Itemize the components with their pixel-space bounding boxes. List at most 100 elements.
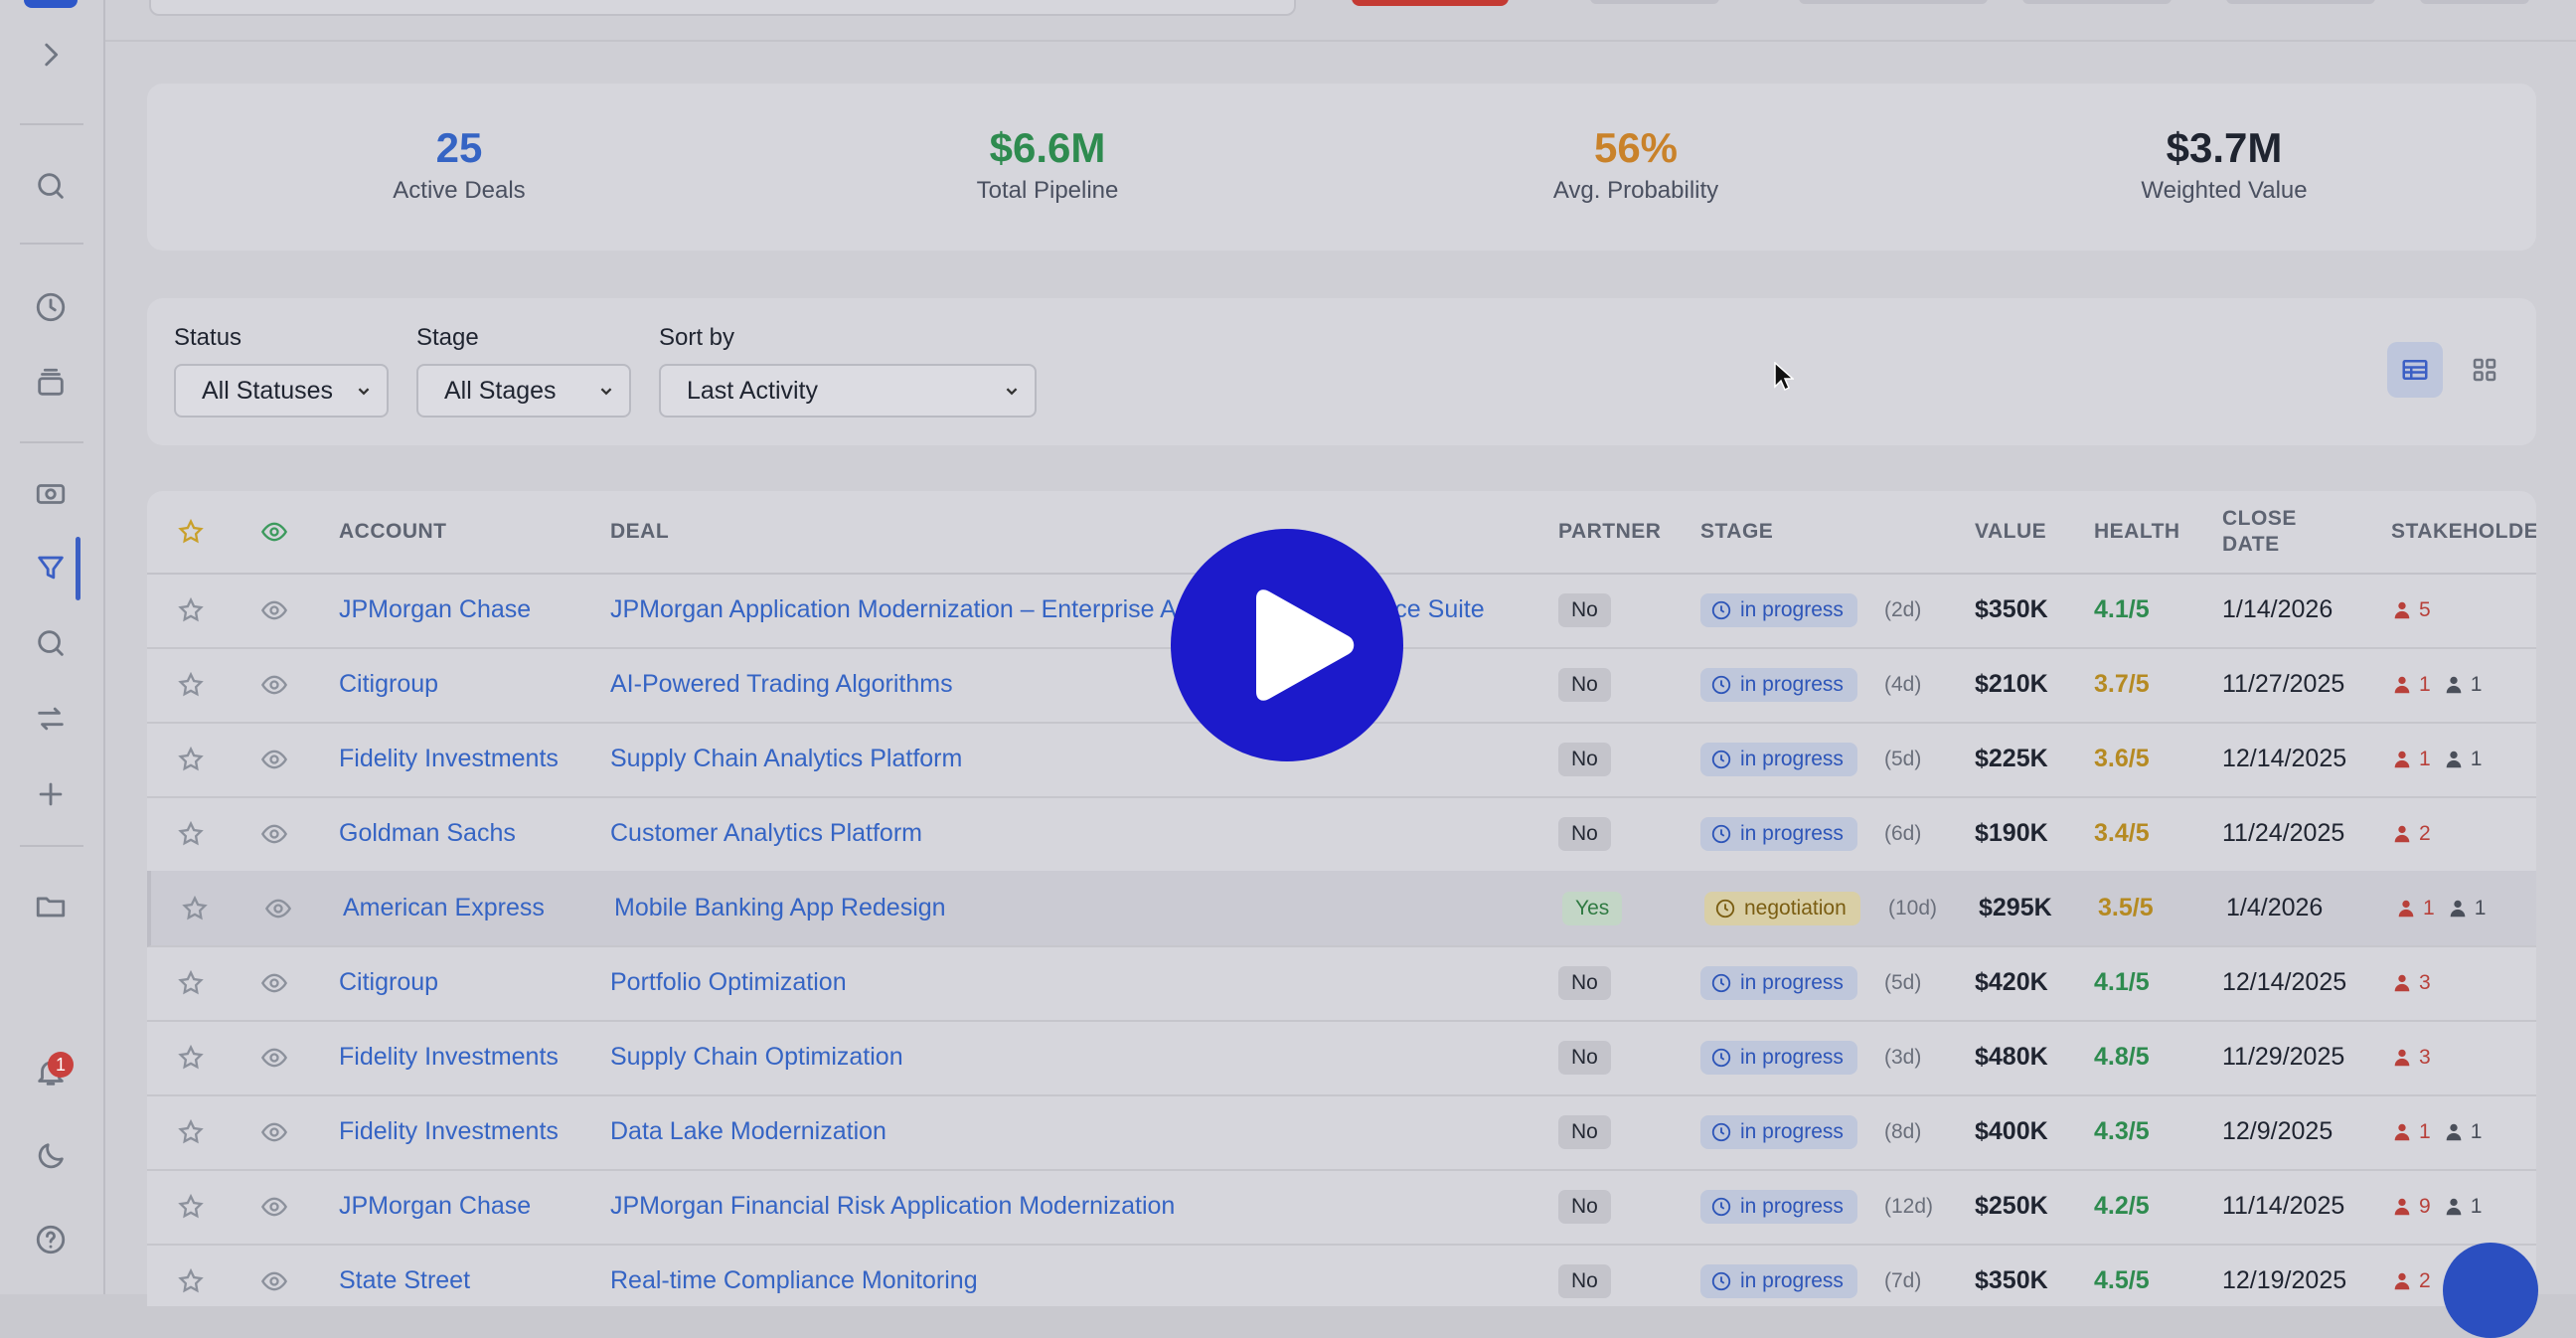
account-link[interactable]: JPMorgan Chase <box>339 1192 532 1220</box>
global-search-bar[interactable] <box>149 0 1296 16</box>
top-tab[interactable] <box>1590 0 1719 4</box>
stakeholders[interactable]: 3 <box>2391 1020 2431 1094</box>
transfer-icon[interactable] <box>30 698 72 740</box>
stage-select[interactable]: All Stages <box>416 364 631 418</box>
stage-days: (7d) <box>1884 1268 1922 1292</box>
search-icon[interactable] <box>30 165 72 207</box>
deal-link[interactable]: Data Lake Modernization <box>610 1117 886 1145</box>
table-row[interactable]: State Street Real-time Compliance Monito… <box>147 1244 2536 1306</box>
primary-action-button[interactable] <box>1352 0 1509 6</box>
funnel-icon[interactable] <box>30 547 72 588</box>
plus-icon[interactable] <box>30 773 72 815</box>
search-icon[interactable] <box>30 622 72 664</box>
account-link[interactable]: Citigroup <box>339 670 439 698</box>
star-icon[interactable] <box>177 647 205 722</box>
table-row[interactable]: Fidelity Investments Supply Chain Analyt… <box>147 722 2536 798</box>
account-link[interactable]: Goldman Sachs <box>339 819 516 847</box>
clock-icon[interactable] <box>30 286 72 328</box>
inbox-icon[interactable] <box>30 362 72 404</box>
account-link[interactable]: JPMorgan Chase <box>339 595 532 623</box>
eye-icon[interactable] <box>260 1169 288 1244</box>
star-icon[interactable] <box>177 1020 205 1094</box>
deal-link[interactable]: Customer Analytics Platform <box>610 819 922 847</box>
deal-link[interactable]: Portfolio Optimization <box>610 968 847 996</box>
moon-icon[interactable] <box>30 1135 72 1177</box>
video-play-button[interactable] <box>1171 529 1403 761</box>
eye-icon[interactable] <box>260 647 288 722</box>
header-health[interactable]: HEALTH <box>2094 520 2180 543</box>
clock-icon <box>1710 1196 1732 1218</box>
account-link[interactable]: Fidelity Investments <box>339 1117 559 1145</box>
help-icon[interactable] <box>30 1219 72 1260</box>
star-icon[interactable] <box>177 1169 205 1244</box>
eye-icon[interactable] <box>260 945 288 1020</box>
table-row[interactable]: Citigroup Portfolio Optimization No in p… <box>147 945 2536 1022</box>
top-tab[interactable] <box>2022 0 2172 4</box>
star-icon[interactable] <box>177 1094 205 1169</box>
table-row[interactable]: Fidelity Investments Data Lake Moderniza… <box>147 1094 2536 1171</box>
account-link[interactable]: Fidelity Investments <box>339 745 559 772</box>
header-close-date[interactable]: CLOSE DATE <box>2222 491 2297 573</box>
status-select[interactable]: All Statuses <box>174 364 389 418</box>
stakeholders[interactable]: 5 <box>2391 573 2431 647</box>
sort-select[interactable]: Last Activity <box>659 364 1037 418</box>
stakeholders[interactable]: 3 <box>2391 945 2431 1020</box>
close-date: 11/24/2025 <box>2222 819 2345 847</box>
eye-icon[interactable] <box>264 871 292 945</box>
top-tab[interactable] <box>2226 0 2375 4</box>
top-tab[interactable] <box>1799 0 1988 4</box>
account-link[interactable]: Fidelity Investments <box>339 1043 559 1071</box>
header-partner[interactable]: PARTNER <box>1558 520 1662 543</box>
stakeholders[interactable]: 2 <box>2391 796 2431 871</box>
deal-link[interactable]: Supply Chain Optimization <box>610 1043 903 1071</box>
eye-icon[interactable] <box>260 1094 288 1169</box>
star-icon[interactable] <box>177 945 205 1020</box>
account-link[interactable]: American Express <box>343 894 545 921</box>
star-icon[interactable] <box>177 1244 205 1306</box>
chat-fab-button[interactable] <box>2443 1243 2538 1338</box>
eye-column-icon[interactable] <box>260 491 288 573</box>
deal-link[interactable]: Real-time Compliance Monitoring <box>610 1266 978 1294</box>
table-view-button[interactable] <box>2387 342 2443 398</box>
close-date: 1/14/2026 <box>2222 595 2334 623</box>
folder-icon[interactable] <box>30 885 72 926</box>
eye-icon[interactable] <box>260 722 288 796</box>
table-row[interactable]: American Express Mobile Banking App Rede… <box>147 871 2536 947</box>
table-row[interactable]: JPMorgan Chase JPMorgan Financial Risk A… <box>147 1169 2536 1246</box>
deal-link[interactable]: AI-Powered Trading Algorithms <box>610 670 953 698</box>
deal-link[interactable]: Supply Chain Analytics Platform <box>610 745 963 772</box>
chevron-right-icon[interactable] <box>30 34 72 76</box>
money-icon[interactable] <box>30 473 72 515</box>
star-icon[interactable] <box>177 722 205 796</box>
clock-icon <box>1710 1270 1732 1292</box>
star-icon[interactable] <box>181 871 209 945</box>
eye-icon[interactable] <box>260 573 288 647</box>
eye-icon[interactable] <box>260 1020 288 1094</box>
top-tab[interactable] <box>2420 0 2529 4</box>
star-icon[interactable] <box>177 573 205 647</box>
table-row[interactable]: Goldman Sachs Customer Analytics Platfor… <box>147 796 2536 873</box>
table-row[interactable]: Fidelity Investments Supply Chain Optimi… <box>147 1020 2536 1096</box>
app-logo[interactable] <box>24 0 78 8</box>
deal-link[interactable]: JPMorgan Financial Risk Application Mode… <box>610 1192 1176 1220</box>
header-deal[interactable]: DEAL <box>610 520 670 543</box>
header-value[interactable]: VALUE <box>1975 520 2047 543</box>
stakeholder-count: 1 <box>2470 672 2483 696</box>
grid-view-button[interactable] <box>2457 342 2512 398</box>
deal-link[interactable]: Mobile Banking App Redesign <box>614 894 946 921</box>
eye-icon[interactable] <box>260 1244 288 1306</box>
star-column-icon[interactable] <box>177 491 205 573</box>
account-link[interactable]: State Street <box>339 1266 471 1294</box>
eye-icon[interactable] <box>260 796 288 871</box>
account-link[interactable]: Citigroup <box>339 968 439 996</box>
header-stage[interactable]: STAGE <box>1700 520 1774 543</box>
header-account[interactable]: ACCOUNT <box>339 520 447 543</box>
header-stakeholders[interactable]: STAKEHOLDE <box>2391 520 2536 543</box>
star-icon[interactable] <box>177 796 205 871</box>
stat-label: Weighted Value <box>2141 177 2308 204</box>
